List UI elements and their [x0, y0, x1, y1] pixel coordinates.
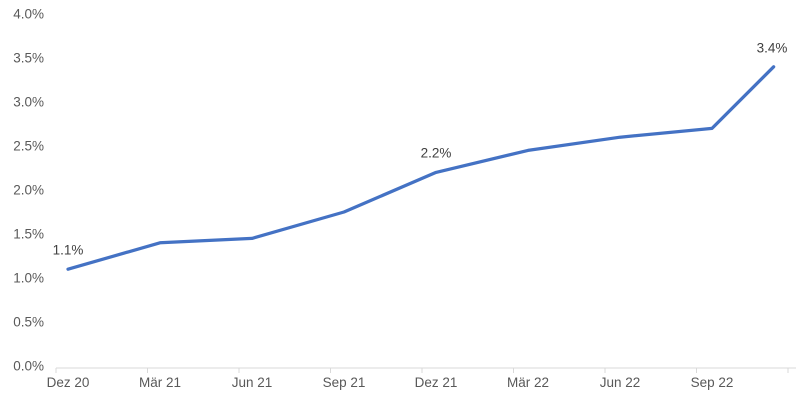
- x-axis-tick-label: Dez 21: [414, 375, 458, 390]
- x-axis-tick-label: Dez 20: [46, 375, 90, 390]
- data-point-label: 3.4%: [756, 40, 788, 56]
- data-point-label: 1.1%: [52, 242, 84, 258]
- x-axis-tick-label: Jun 22: [599, 375, 641, 390]
- y-axis-tick-label: 3.0%: [13, 94, 44, 110]
- y-axis-tick-label: 2.5%: [13, 138, 44, 154]
- y-axis-tick-label: 2.0%: [13, 182, 44, 198]
- x-axis-tick-label: Jun 21: [231, 375, 273, 390]
- y-axis-tick-label: 0.0%: [13, 358, 44, 374]
- data-point-label: 2.2%: [420, 145, 452, 161]
- x-axis-tick-label: Mär 21: [138, 375, 182, 390]
- y-axis-tick-label: 3.5%: [13, 50, 44, 66]
- y-axis-tick-label: 4.0%: [13, 6, 44, 22]
- y-axis-tick-label: 0.5%: [13, 314, 44, 330]
- series-line: [66, 65, 776, 271]
- x-axis-tick-label: Mär 22: [506, 375, 550, 390]
- x-axis-tick-label: Sep 21: [322, 375, 366, 390]
- y-axis-tick-label: 1.5%: [13, 226, 44, 242]
- y-axis-tick-label: 1.0%: [13, 270, 44, 286]
- x-axis-tick-label: Sep 22: [690, 375, 734, 390]
